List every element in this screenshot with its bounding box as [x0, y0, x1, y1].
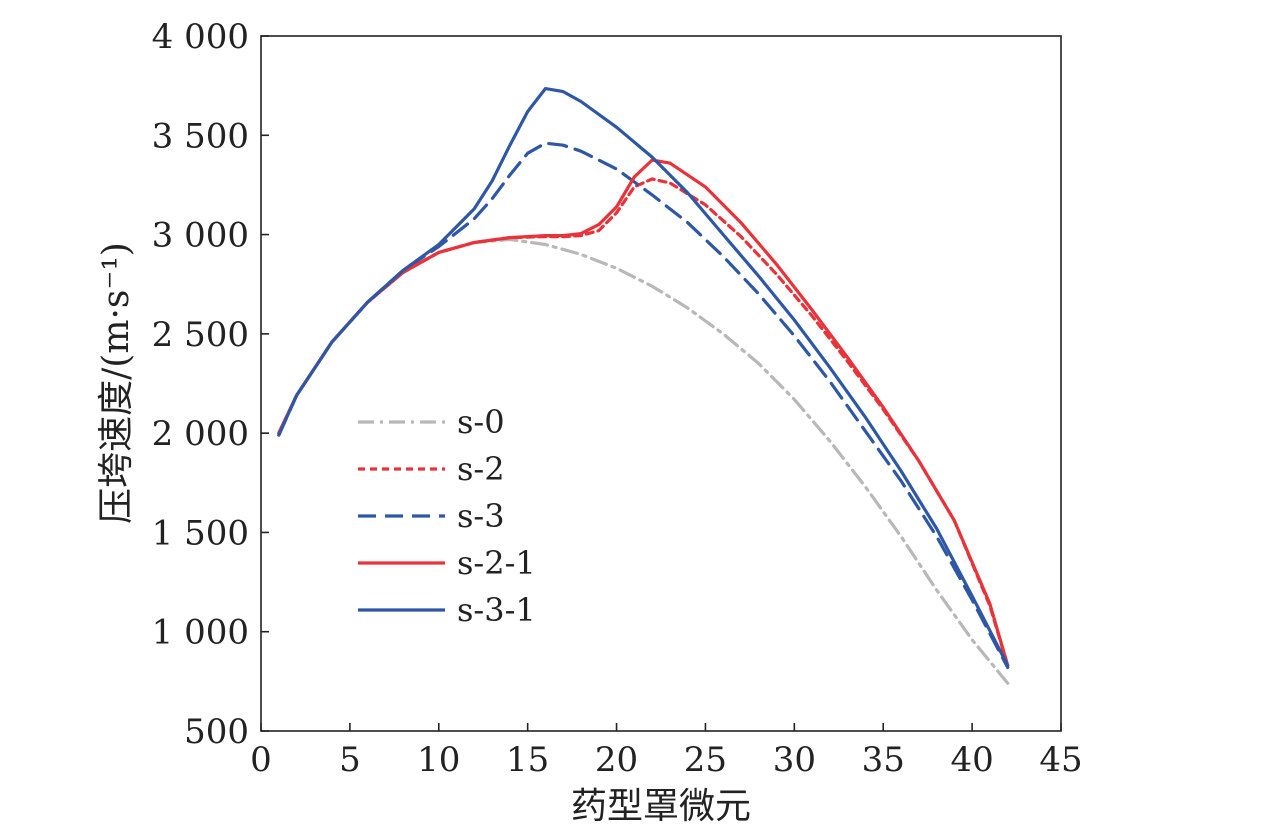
- y-tick-label: 500: [184, 712, 249, 752]
- plot-frame: [260, 35, 1062, 732]
- legend-label-s-2: s-2: [457, 450, 505, 488]
- y-axis-label: 压垮速度/(m·s⁻¹): [96, 242, 137, 524]
- y-tick-label: 2 000: [152, 414, 249, 454]
- x-tick-label: 30: [773, 740, 816, 780]
- legend-label-s-3-1: s-3-1: [457, 591, 536, 629]
- series-line-s-2: [277, 177, 1010, 668]
- x-tick-label: 45: [1039, 740, 1082, 780]
- legend-label-s-2-1: s-2-1: [457, 544, 536, 582]
- y-tick-label: 1 000: [152, 613, 249, 653]
- series-lines: [277, 87, 1010, 685]
- x-tick-label: 25: [684, 740, 727, 780]
- x-tick-label: 20: [595, 740, 638, 780]
- x-tick-label: 0: [250, 740, 272, 780]
- x-tick-label: 10: [417, 740, 460, 780]
- series-line-s-3-1: [277, 87, 1010, 668]
- y-tick-label: 3 000: [152, 216, 249, 256]
- legend: s-0 s-2 s-3 s-2-1 s-3-1: [358, 403, 536, 629]
- x-tick-label: 5: [339, 740, 361, 780]
- x-axis-ticks: 0 5 10 15 20 25 30 35 40 45: [250, 723, 1083, 780]
- x-tick-label: 15: [506, 740, 549, 780]
- y-tick-label: 2 500: [152, 315, 249, 355]
- x-axis-label: 药型罩微元: [571, 786, 751, 827]
- series-line-s-3: [277, 141, 1010, 670]
- series-line-s-2-1: [277, 158, 1010, 668]
- x-tick-label: 35: [862, 740, 905, 780]
- y-axis-ticks: 500 1 000 1 500 2 000 2 500 3 000 3 500 4 000: [152, 17, 269, 752]
- legend-label-s-0: s-0: [457, 403, 505, 441]
- legend-label-s-3: s-3: [457, 497, 505, 535]
- y-tick-label: 1 500: [152, 513, 249, 553]
- y-tick-label: 4 000: [152, 17, 249, 57]
- series-line-s-0: [277, 237, 1010, 685]
- y-tick-label: 3 500: [152, 116, 249, 156]
- x-tick-label: 40: [950, 740, 993, 780]
